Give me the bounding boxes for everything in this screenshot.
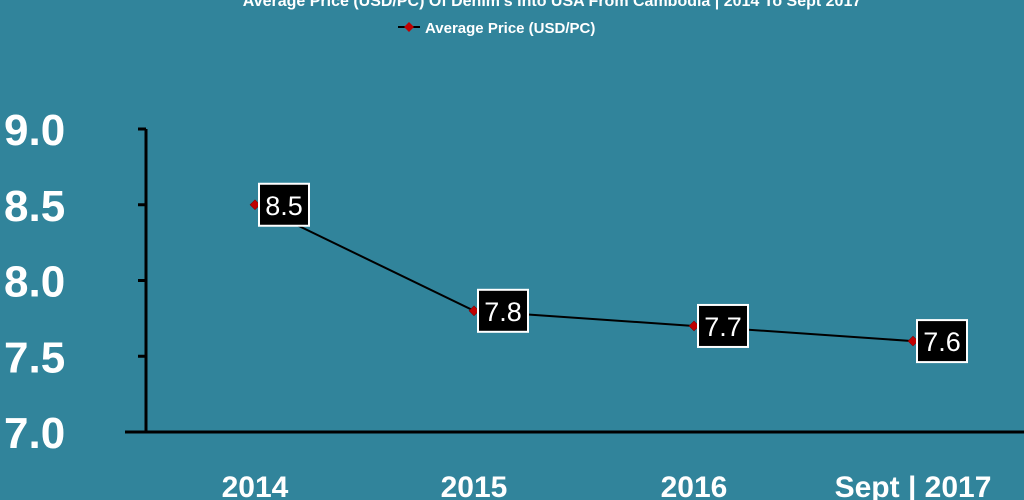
- series-line: [249, 199, 919, 347]
- legend: Average Price (USD/PC): [398, 20, 595, 37]
- data-label-text: 7.8: [484, 297, 522, 327]
- data-label: 8.5: [258, 182, 310, 227]
- y-tick-label: 8.5: [4, 182, 65, 231]
- data-label-box: [697, 303, 749, 348]
- y-tick-label: 8.0: [4, 258, 65, 307]
- y-tick-label: 7.0: [4, 409, 65, 458]
- data-label-text: 7.6: [923, 327, 961, 357]
- data-labels: 8.5 7.8 7.7 7.6: [258, 182, 968, 364]
- series-line-path: [254, 203, 914, 343]
- data-label-box: [477, 288, 529, 333]
- data-label-text: 8.5: [265, 191, 303, 221]
- legend-label: Average Price (USD/PC): [425, 20, 595, 37]
- x-tick-labels: 2014 2015 2016 Sept | 2017: [222, 471, 992, 500]
- x-tick-label: Sept | 2017: [835, 471, 992, 500]
- data-label-box: [916, 319, 968, 364]
- data-label: 7.6: [916, 319, 968, 364]
- data-label-text: 7.7: [704, 312, 742, 342]
- data-label: 7.7: [697, 303, 749, 348]
- legend-marker: [404, 22, 414, 32]
- x-tick-label: 2014: [222, 471, 289, 500]
- chart-title: Average Price (USD/PC) Of Denim's Into U…: [243, 0, 862, 10]
- data-label-box: [258, 182, 310, 227]
- axes: [125, 129, 1024, 434]
- x-tick-label: 2016: [661, 471, 728, 500]
- y-tick-label: 9.0: [4, 106, 65, 155]
- data-label: 7.8: [477, 288, 529, 333]
- x-tick-label: 2015: [441, 471, 508, 500]
- data-point: [688, 320, 700, 332]
- data-point: [907, 335, 919, 347]
- data-point: [249, 199, 261, 211]
- data-point: [468, 305, 480, 317]
- y-tick-labels: 7.0 7.5 8.0 8.5 9.0: [4, 106, 146, 458]
- y-tick-label: 7.5: [4, 333, 65, 382]
